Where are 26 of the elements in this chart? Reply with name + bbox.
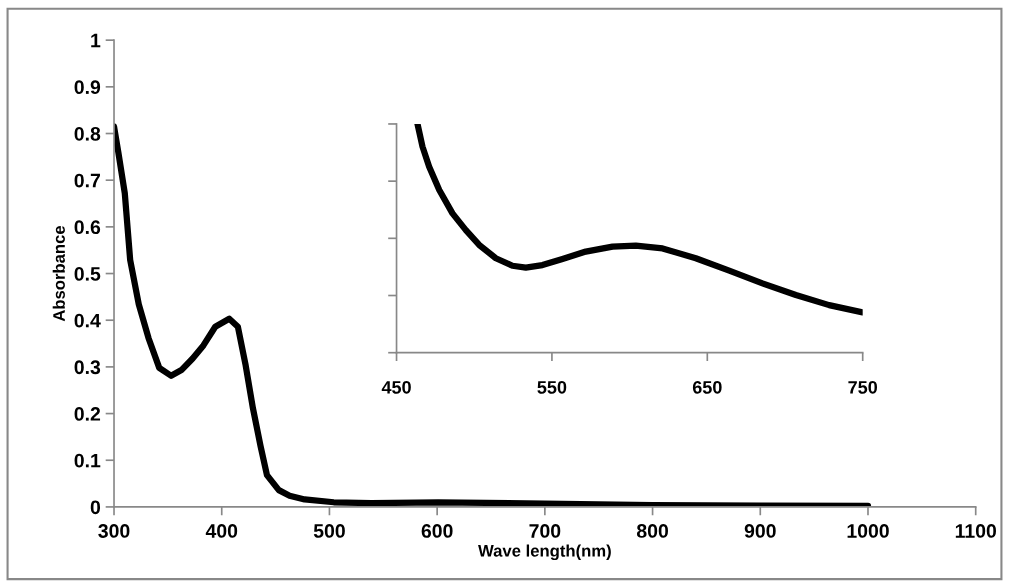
x-tick-label: 800 (636, 524, 668, 538)
x-tick-label: 900 (744, 524, 776, 538)
y-tick-label: 0.5 (74, 267, 101, 281)
x-tick-label: 500 (313, 524, 345, 538)
x-tick-label: 400 (205, 524, 238, 538)
y-tick-label: 0.6 (74, 220, 101, 235)
x-tick-label: 450 (381, 380, 411, 394)
x-axis-title: Wave length(nm) (478, 544, 611, 561)
x-tick-label: 650 (692, 380, 722, 394)
x-tick-label: 550 (537, 380, 567, 394)
y-tick-label: 0 (90, 500, 101, 515)
y-axis-title: Absorbance (52, 225, 65, 322)
x-tick-label: 300 (98, 524, 130, 538)
y-tick-label: 0.9 (74, 80, 101, 95)
y-tick-label: 1 (91, 33, 101, 48)
y-tick-label: 0.2 (74, 407, 101, 421)
x-tick-label: 600 (421, 524, 453, 538)
x-tick-label: 750 (848, 380, 878, 394)
x-tick-label: 1000 (847, 524, 889, 538)
y-tick-label: 0.7 (74, 173, 100, 188)
x-tick-label: 1100 (955, 524, 996, 538)
y-tick-label: 0.1 (74, 453, 101, 468)
y-tick-label: 0.4 (74, 313, 101, 328)
x-tick-label: 700 (529, 524, 561, 538)
y-tick-label: 0.3 (74, 360, 101, 375)
y-tick-label: 0.8 (74, 126, 101, 141)
